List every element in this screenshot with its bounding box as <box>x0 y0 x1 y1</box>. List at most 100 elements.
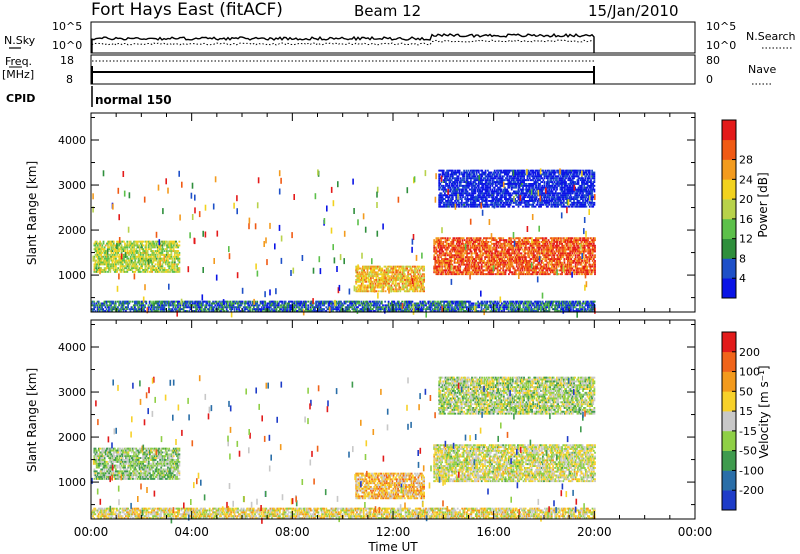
data-cell <box>128 242 131 245</box>
data-cell <box>148 300 151 303</box>
data-cell <box>341 302 344 305</box>
data-cell <box>410 310 413 312</box>
data-cell <box>433 254 436 257</box>
data-cell <box>532 252 535 255</box>
data-cell <box>561 310 563 312</box>
data-cell <box>265 310 268 312</box>
data-cell <box>495 239 498 242</box>
data-cell <box>331 306 333 309</box>
data-cell <box>501 302 503 305</box>
data-cell <box>362 275 364 278</box>
data-cell <box>566 302 569 305</box>
data-cell <box>456 306 459 309</box>
data-cell <box>513 306 516 309</box>
data-cell <box>115 269 117 271</box>
data-cell <box>512 310 515 312</box>
data-cell <box>176 246 178 249</box>
data-cell <box>283 300 286 303</box>
data-cell <box>172 310 175 312</box>
data-cell <box>363 302 366 305</box>
data-cell <box>149 270 151 273</box>
data-cell <box>289 304 291 307</box>
data-cell <box>240 304 243 307</box>
data-cell <box>128 261 131 264</box>
data-cell <box>514 271 517 274</box>
data-cell <box>161 248 164 251</box>
data-cell <box>542 237 544 240</box>
data-cell <box>441 250 443 253</box>
data-cell <box>359 286 362 289</box>
data-cell <box>504 304 507 307</box>
data-cell <box>343 302 346 305</box>
data-cell <box>391 271 394 274</box>
data-cell <box>472 273 475 276</box>
data-cell <box>446 300 449 303</box>
data-cell <box>340 304 342 307</box>
data-cell <box>471 306 474 309</box>
data-cell <box>449 260 451 262</box>
data-cell <box>122 304 125 307</box>
data-cell <box>170 263 173 266</box>
data-cell <box>521 308 524 311</box>
data-cell <box>376 273 379 276</box>
data-cell <box>160 302 162 305</box>
data-cell <box>495 306 498 309</box>
data-cell <box>144 306 146 309</box>
data-cell <box>496 308 499 311</box>
data-cell <box>175 304 178 307</box>
data-cell <box>498 310 501 312</box>
data-cell <box>537 304 539 307</box>
data-cell <box>127 259 130 262</box>
data-cell <box>357 302 359 305</box>
data-cell <box>457 250 459 253</box>
data-cell <box>174 300 177 303</box>
data-cell <box>143 259 146 262</box>
data-cell <box>434 246 437 249</box>
data-cell <box>454 252 457 255</box>
data-cell <box>454 302 457 305</box>
data-cell <box>172 306 175 309</box>
data-cell <box>173 269 176 271</box>
data-cell <box>551 304 554 307</box>
data-cell <box>373 267 376 270</box>
data-cell <box>532 302 535 305</box>
data-cell <box>186 310 188 312</box>
data-cell <box>239 306 242 309</box>
data-cell <box>545 260 548 262</box>
data-cell <box>447 300 450 303</box>
data-cell <box>561 300 563 303</box>
data-cell <box>160 308 162 311</box>
data-cell <box>374 286 377 289</box>
data-cell <box>511 263 514 266</box>
data-cell <box>317 302 320 305</box>
data-cell <box>545 310 547 312</box>
data-cell <box>466 254 468 257</box>
data-cell <box>572 310 575 312</box>
data-cell <box>442 242 445 245</box>
data-cell <box>149 300 152 303</box>
data-cell <box>337 302 340 305</box>
data-cell <box>183 310 186 312</box>
data-cell <box>421 300 424 303</box>
data-cell <box>113 265 116 268</box>
data-cell <box>177 306 179 309</box>
data-cell <box>161 259 164 262</box>
data-cell <box>360 271 363 274</box>
data-cell <box>293 306 296 309</box>
data-cell <box>173 304 176 307</box>
data-cell <box>169 269 172 271</box>
data-cell <box>496 260 499 262</box>
data-cell <box>440 241 442 243</box>
data-cell <box>112 302 115 305</box>
data-cell <box>419 273 422 276</box>
data-cell <box>95 269 98 271</box>
data-cell <box>414 284 416 287</box>
data-cell <box>114 306 117 309</box>
data-cell <box>365 279 368 281</box>
data-cell <box>120 250 123 252</box>
data-cell <box>380 277 382 279</box>
data-cell <box>516 308 519 311</box>
data-cell <box>117 267 120 270</box>
data-cell <box>103 270 106 273</box>
data-cell <box>164 269 167 271</box>
